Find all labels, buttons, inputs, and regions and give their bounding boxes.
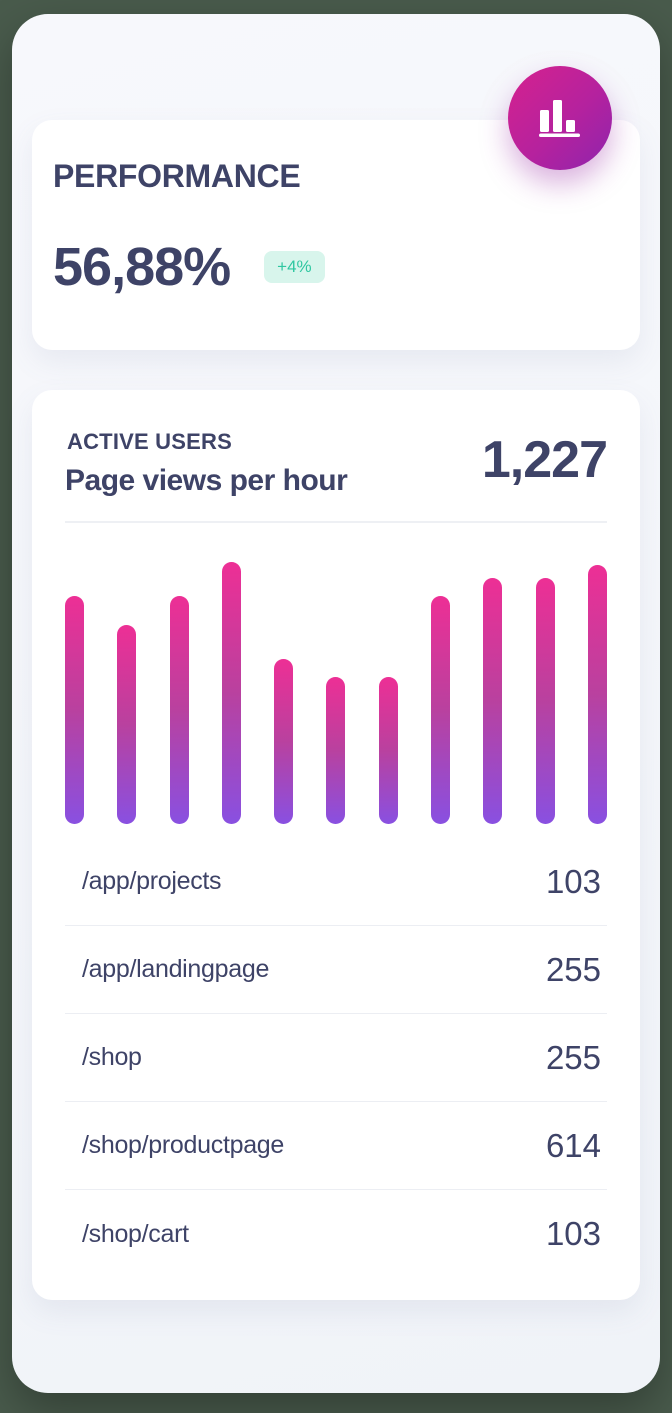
page-views-value: 255 (545, 950, 601, 988)
chart-bar (587, 564, 607, 824)
page-views-subtitle: Page views per hour (65, 464, 348, 497)
chart-bar (431, 596, 451, 824)
chart-fab-button[interactable] (508, 66, 612, 170)
performance-value: 56,88% (53, 237, 231, 297)
active-users-total: 1,227 (481, 431, 608, 489)
page-views-value: 103 (545, 1215, 601, 1252)
chart-bar (274, 658, 294, 824)
table-row: /shop/productpage 614 (65, 1102, 607, 1190)
header-divider (65, 521, 607, 523)
bar-chart-icon (539, 100, 580, 137)
page-views-bar-chart (65, 562, 607, 824)
chart-bar (535, 577, 555, 824)
chart-bar (483, 577, 503, 824)
page-views-value: 103 (545, 862, 601, 900)
performance-title: PERFORMANCE (53, 158, 301, 194)
chart-bar (378, 677, 398, 824)
active-users-title: ACTIVE USERS (67, 429, 232, 454)
phone-screen: PERFORMANCE 56,88% +4% ACTIVE USERS Page… (12, 14, 660, 1393)
active-users-card: ACTIVE USERS Page views per hour 1,227 /… (32, 390, 640, 1300)
active-users-header: ACTIVE USERS Page views per hour 1,227 (65, 429, 608, 498)
page-path-label: /shop/cart (82, 1219, 189, 1248)
chart-bar (65, 596, 84, 824)
chart-bar (169, 596, 189, 824)
page-views-table: /app/projects 103/app/landingpage 255/shop… (65, 838, 607, 1278)
page-path-label: /shop/productpage (82, 1131, 285, 1159)
table-row: /app/projects 103 (65, 838, 607, 926)
page-path-label: /app/projects (82, 867, 222, 895)
page-views-value: 614 (545, 1126, 601, 1164)
page-views-value: 255 (545, 1038, 601, 1076)
table-row: /shop/cart 103 (65, 1190, 607, 1278)
chart-bar (117, 624, 137, 824)
page-path-label: /shop (82, 1043, 142, 1071)
performance-delta-badge: +4% (264, 251, 325, 283)
table-row: /shop 255 (65, 1014, 607, 1102)
active-users-titles: ACTIVE USERS Page views per hour (65, 429, 348, 498)
performance-value-row: 56,88% +4% (53, 238, 618, 296)
table-row: /app/landingpage 255 (65, 926, 607, 1014)
page-path-label: /app/landingpage (82, 955, 270, 983)
chart-bar (326, 677, 346, 824)
chart-bar (221, 562, 241, 824)
